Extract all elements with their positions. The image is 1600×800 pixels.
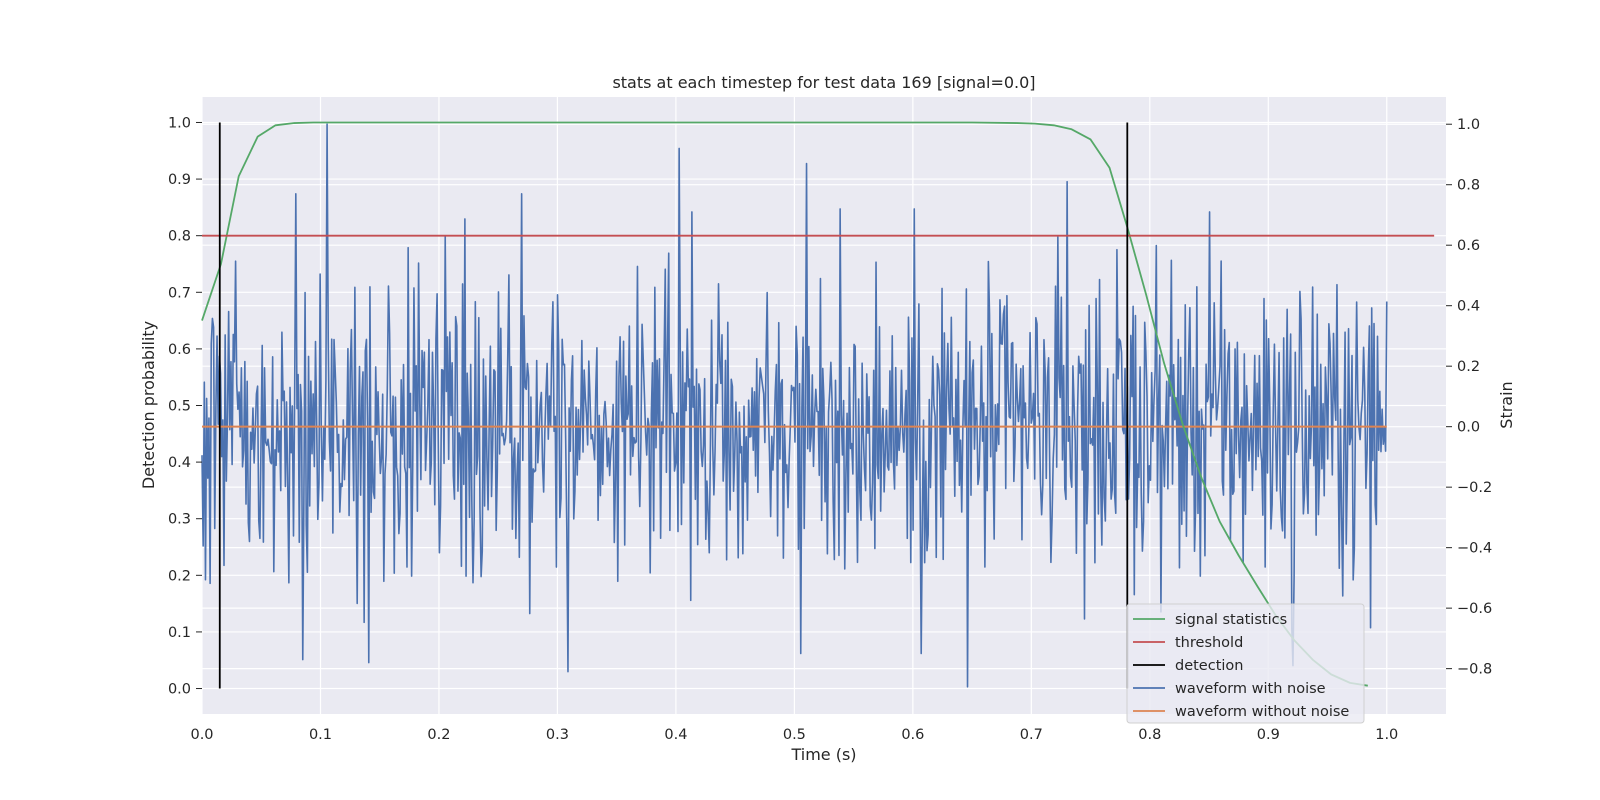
x-tick-label: 0.4 [664, 727, 687, 743]
signal-statistics-series [201, 121, 1368, 687]
y-tick-label: 0.6 [168, 342, 191, 358]
x-tick-label: 0.9 [1257, 727, 1280, 743]
waveform-with-noise-series [201, 123, 1388, 688]
y2-tick-label: −0.2 [1457, 480, 1492, 496]
y-tick-label: 0.0 [168, 682, 191, 698]
x-tick-label: 0.6 [901, 727, 924, 743]
y-tick-label: 0.1 [168, 625, 191, 641]
signal-statistics-line [201, 121, 1368, 687]
y2-tick-label: 0.4 [1457, 299, 1480, 315]
legend-box [1126, 603, 1365, 724]
x-tick-label: 0.3 [546, 727, 569, 743]
x-tick-label: 0.8 [1138, 727, 1161, 743]
y2-tick-label: 0.6 [1457, 238, 1480, 254]
y2-axis-ticks: −0.8 −0.6 −0.4 −0.2 0.0 0.2 0.4 0.6 0.8 1.0 [1446, 117, 1492, 678]
y-tick-label: 0.4 [168, 455, 191, 471]
legend-entry: waveform without noise [1175, 704, 1349, 720]
x-tick-label: 0.2 [427, 727, 450, 743]
y2-tick-label: 0.8 [1457, 178, 1480, 194]
y-tick-label: 0.2 [168, 568, 191, 584]
legend: signal statistics threshold detection wavef… [1126, 603, 1365, 724]
x-tick-label: 0.1 [309, 727, 332, 743]
waveform-with-noise-line [201, 123, 1388, 688]
y-tick-label: 0.3 [168, 512, 191, 528]
y2-axis-label: Strain [1497, 381, 1516, 428]
y2-tick-label: −0.6 [1457, 601, 1492, 617]
x-tick-label: 1.0 [1375, 727, 1398, 743]
legend-entry: detection [1175, 658, 1243, 674]
x-tick-label: 0.5 [783, 727, 806, 743]
x-axis-label: Time (s) [790, 745, 856, 764]
y-tick-label: 0.9 [168, 172, 191, 188]
detection-series [218, 122, 1129, 689]
y2-tick-label: 0.0 [1457, 420, 1480, 436]
legend-entry: signal statistics [1175, 612, 1287, 628]
legend-entry: threshold [1175, 635, 1243, 651]
x-axis-ticks: 0.0 0.1 0.2 0.3 0.4 0.5 0.6 0.7 0.8 0.9 1.0 [190, 727, 1398, 743]
y2-tick-label: 0.2 [1457, 359, 1480, 375]
y-axis-label: Detection probability [139, 321, 158, 489]
x-tick-label: 0.7 [1020, 727, 1043, 743]
x-tick-label: 0.0 [190, 727, 213, 743]
chart-title: stats at each timestep for test data 169… [612, 73, 1035, 92]
y2-tick-label: −0.4 [1457, 541, 1492, 557]
legend-entry: waveform with noise [1175, 681, 1326, 697]
y-tick-label: 1.0 [168, 115, 191, 131]
y-tick-label: 0.8 [168, 229, 191, 245]
y-tick-label: 0.7 [168, 285, 191, 301]
y2-tick-label: −0.8 [1457, 662, 1492, 678]
y-tick-label: 0.5 [168, 399, 191, 415]
y2-tick-label: 1.0 [1457, 117, 1480, 133]
y-axis-ticks: 0.0 0.1 0.2 0.3 0.4 0.5 0.6 0.7 0.8 0.9 1.0 [168, 115, 202, 698]
